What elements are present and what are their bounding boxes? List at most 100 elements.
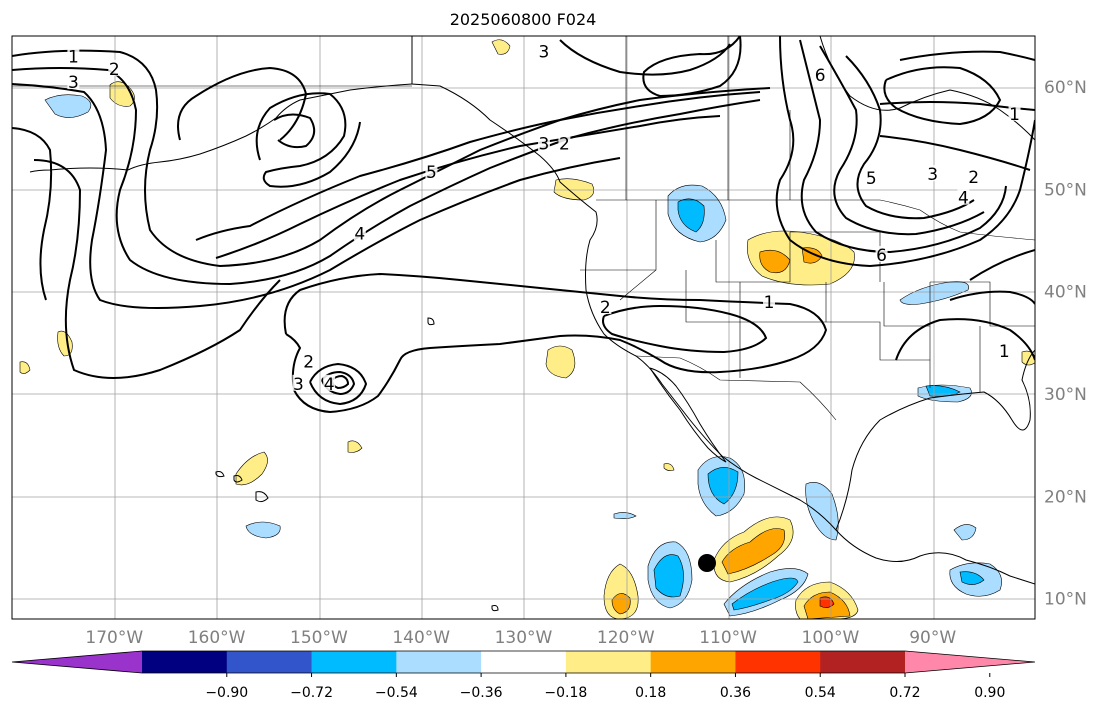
shade-region xyxy=(721,528,785,575)
shade-region xyxy=(653,554,684,598)
shade-region xyxy=(953,524,977,541)
contour-line xyxy=(845,55,975,220)
contour-lines xyxy=(12,36,1035,414)
shade-region xyxy=(663,463,675,471)
longitude-label: 130°W xyxy=(495,628,553,648)
longitude-label: 150°W xyxy=(290,628,348,648)
contour-label: 5 xyxy=(426,163,437,183)
border-state xyxy=(826,321,930,361)
latitude-label: 40°N xyxy=(1044,283,1087,303)
border-state xyxy=(715,232,791,283)
longitude-label: 160°W xyxy=(188,628,246,648)
colorbar-segment xyxy=(565,651,652,673)
contour-line xyxy=(215,115,721,259)
contour-line xyxy=(799,39,1007,254)
contour-label: 5 xyxy=(866,169,877,189)
contour-label-background xyxy=(292,374,305,391)
colorbar-segment xyxy=(396,651,482,673)
contour-label-background xyxy=(67,73,80,90)
contour-label-background xyxy=(599,298,612,315)
coastline-alaska xyxy=(127,83,413,171)
latitude-label: 20°N xyxy=(1044,487,1087,507)
contour-label: 6 xyxy=(815,66,826,86)
contour-label-background xyxy=(323,374,336,391)
contour-line xyxy=(283,272,828,414)
contour-label: 1 xyxy=(68,48,79,68)
contour-label: 1 xyxy=(999,342,1010,362)
colorbar-tick-label: 0.54 xyxy=(805,685,836,701)
contour-line xyxy=(255,92,361,188)
colorbar-tick-label: 0.18 xyxy=(635,685,666,701)
contour-label-background xyxy=(926,165,939,182)
colorbar-tick-label: −0.18 xyxy=(544,685,587,701)
map-frame xyxy=(11,35,1036,620)
contour-line xyxy=(602,304,768,354)
shade-region xyxy=(613,512,637,519)
island-hawaii xyxy=(255,491,269,503)
longitude-label: 100°W xyxy=(802,628,860,648)
longitude-label: 140°W xyxy=(392,628,450,648)
contour-label: 3 xyxy=(539,42,550,62)
latitude-label: 10°N xyxy=(1044,590,1087,610)
contour-line xyxy=(195,91,761,241)
colorbar-segment xyxy=(226,651,313,673)
contour-label: 6 xyxy=(876,246,887,266)
shade-region xyxy=(19,361,31,374)
contour-line xyxy=(309,362,368,406)
contour-line xyxy=(33,159,281,379)
shade-region xyxy=(707,467,739,505)
shade-region xyxy=(347,440,363,453)
contour-label: 2 xyxy=(968,168,979,188)
island-hawaii xyxy=(233,475,243,483)
coastline-baja xyxy=(649,367,727,463)
contour-label: 2 xyxy=(303,352,314,372)
longitude-label: 90°W xyxy=(909,628,956,648)
contour-label: 2 xyxy=(109,60,120,80)
gridlines xyxy=(12,36,1035,619)
shade-region xyxy=(731,577,799,611)
border-us-canada xyxy=(596,199,1035,241)
coastline-na-west xyxy=(411,36,1035,585)
contour-line xyxy=(879,135,1031,171)
longitude-labels: 170°W 160°W 150°W 140°W 130°W 120°W 110°W 100°W… xyxy=(85,628,956,648)
shade-region xyxy=(677,198,705,233)
contour-label-background xyxy=(67,47,80,64)
contour-line xyxy=(883,66,1002,126)
shade-region xyxy=(235,451,268,486)
colorbar-tick-label: −0.90 xyxy=(205,685,248,701)
contour-label-background xyxy=(998,342,1011,359)
island xyxy=(427,317,435,326)
contour-label-background xyxy=(865,169,878,186)
contour-label: 3 xyxy=(68,73,79,93)
shade-region xyxy=(959,571,985,585)
colorbar-outline xyxy=(11,650,1036,674)
contour-label: 3 xyxy=(293,375,304,395)
contour-label: 1 xyxy=(1009,105,1020,125)
colorbar-tick-label: −0.36 xyxy=(460,685,503,701)
contour-line xyxy=(321,370,356,396)
coastline-gulf xyxy=(835,349,1035,531)
contour-line xyxy=(819,45,985,236)
colorbar-segment xyxy=(820,651,906,673)
contour-line xyxy=(895,318,1035,361)
storm-position-marker xyxy=(698,554,716,572)
contour-label: 3 xyxy=(927,165,938,185)
latitude-label: 30°N xyxy=(1044,385,1087,405)
shade-region xyxy=(819,596,835,608)
contour-label: 2 xyxy=(559,134,570,154)
contour-line xyxy=(12,67,761,286)
latitude-label: 60°N xyxy=(1044,78,1087,98)
contour-label-background xyxy=(957,188,970,205)
colorbar-segment xyxy=(650,651,736,673)
contour-label-background xyxy=(558,134,571,151)
coastline-aleutians xyxy=(29,167,129,173)
contour-line xyxy=(273,113,316,149)
longitude-label: 170°W xyxy=(85,628,143,648)
shade-region xyxy=(245,521,281,539)
colorbar: −0.90 −0.72 −0.54 −0.36 −0.18 0.18 0.36 0.54 0.7… xyxy=(11,650,1036,701)
colorbar-segment xyxy=(311,651,397,673)
contour-line xyxy=(559,39,731,76)
colorbar-extend-low xyxy=(12,651,142,673)
colorbar-tick-label: 0.72 xyxy=(889,685,920,701)
